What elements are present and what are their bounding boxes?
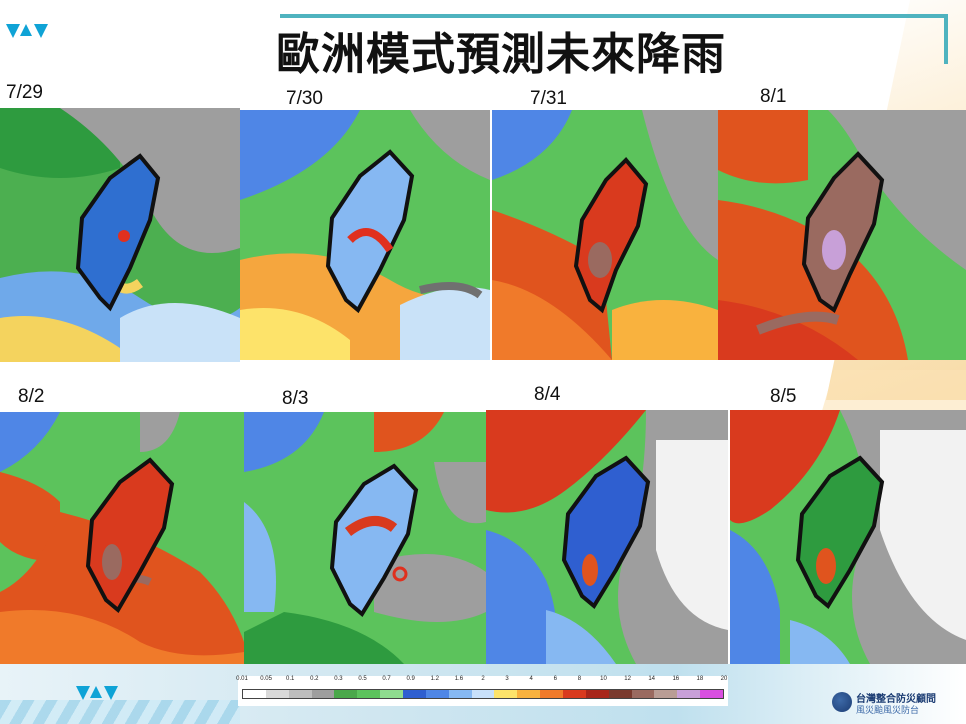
- colorbar-swatch: [471, 690, 495, 698]
- panel-date-label: 8/2: [18, 386, 45, 407]
- colorbar-swatch: [494, 690, 518, 698]
- slide-logo-bottom: [76, 686, 120, 702]
- colorbar-swatch: [334, 690, 358, 698]
- rain-map-7-31: [492, 110, 718, 360]
- colorbar-tick-label: 10: [600, 676, 607, 682]
- colorbar-swatch: [517, 690, 541, 698]
- colorbar-tick-label: 0.2: [310, 676, 319, 682]
- organization-name: 台灣整合防災顧問: [856, 694, 936, 705]
- colorbar-swatch: [425, 690, 449, 698]
- colorbar-tick-label: 3: [505, 676, 509, 682]
- colorbar-tick-label: 6: [553, 676, 557, 682]
- colorbar-swatches: [242, 689, 724, 699]
- colorbar-swatch: [654, 690, 678, 698]
- colorbar-tick-label: 0.01: [236, 676, 248, 682]
- colorbar-tick-label: 2: [481, 676, 485, 682]
- rain-map-8-5: [730, 410, 966, 664]
- colorbar-tick-label: 0.3: [334, 676, 343, 682]
- colorbar-tick-label: 0.7: [382, 676, 391, 682]
- panel-date-label: 8/4: [534, 384, 561, 405]
- organization-logo: [832, 692, 852, 712]
- colorbar-swatch: [380, 690, 404, 698]
- footer-stripe: [0, 700, 240, 724]
- slide-logo-top: [6, 24, 50, 40]
- rain-map-8-1: [718, 110, 966, 360]
- colorbar-swatch: [540, 690, 564, 698]
- colorbar-swatch: [608, 690, 632, 698]
- colorbar-swatch: [243, 690, 266, 698]
- colorbar-swatch: [677, 690, 701, 698]
- colorbar-tick-label: 8: [577, 676, 582, 682]
- colorbar-tick-label: 4: [529, 676, 533, 682]
- colorbar-swatch: [448, 690, 472, 698]
- colorbar-swatch: [265, 690, 289, 698]
- rain-map-8-3: [244, 412, 486, 664]
- colorbar-tick-label: 1.6: [454, 676, 464, 682]
- rain-map-7-30: [240, 110, 490, 360]
- panel-date-label: 7/29: [6, 82, 43, 103]
- rainfall-colorbar: 0.01 0.05 0.1 0.2 0.3 0.5 0.7 0.9 1.2 1.6 2 3 4 6 8 10 1…: [236, 676, 728, 706]
- panel-date-label: 7/30: [286, 88, 323, 109]
- colorbar-swatch: [631, 690, 655, 698]
- colorbar-tick-label: 18: [696, 676, 704, 682]
- colorbar-swatch: [357, 690, 381, 698]
- title-rule: [280, 14, 945, 18]
- colorbar-swatch: [700, 690, 724, 698]
- organization-subtitle: 風災颱風災防台: [856, 706, 920, 716]
- rain-map-8-2: [0, 412, 244, 664]
- colorbar-tick-label: 0.5: [358, 676, 367, 682]
- panel-date-label: 8/5: [770, 386, 797, 407]
- colorbar-tick-label: 0.1: [286, 676, 295, 682]
- colorbar-swatch: [311, 690, 335, 698]
- colorbar-swatch: [288, 690, 312, 698]
- panel-date-label: 8/3: [282, 388, 309, 409]
- panel-date-label: 7/31: [530, 88, 567, 109]
- colorbar-ticks: 0.01 0.05 0.1 0.2 0.3 0.5 0.7 0.9 1.2 1.6 2 3 4 6 8 10 1…: [236, 676, 728, 688]
- colorbar-swatch: [403, 690, 426, 698]
- panel-date-label: 8/1: [760, 86, 787, 107]
- colorbar-tick-label: 1.2: [430, 676, 439, 682]
- rain-map-7-29: [0, 108, 240, 362]
- colorbar-tick-label: 14: [648, 676, 656, 682]
- colorbar-tick-label: 12: [624, 676, 631, 682]
- rain-map-8-4: [486, 410, 728, 664]
- organization-badge: 台灣整合防災顧問 風災颱風災防台: [832, 690, 962, 720]
- colorbar-swatch: [585, 690, 609, 698]
- colorbar-tick-label: 0.05: [260, 676, 272, 682]
- colorbar-tick-label: 16: [672, 676, 680, 682]
- colorbar-swatch: [563, 690, 586, 698]
- slide-title: 歐洲模式預測未來降雨: [276, 29, 726, 80]
- colorbar-tick-label: 0.9: [406, 676, 415, 682]
- colorbar-tick-label: 20: [720, 676, 728, 682]
- title-rule-vertical: [944, 14, 948, 64]
